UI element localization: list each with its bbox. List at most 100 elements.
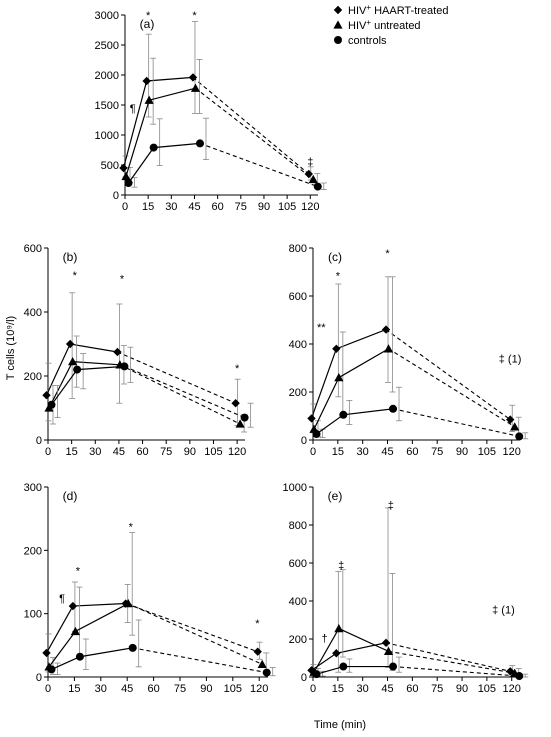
data-point xyxy=(383,344,394,353)
series-line-solid xyxy=(310,329,387,419)
x-tick-label: 15 xyxy=(332,683,344,695)
series-line-dashed xyxy=(125,603,258,653)
annotation: ‡ xyxy=(388,500,394,512)
series-line-dashed xyxy=(388,348,516,428)
data-point xyxy=(312,670,321,679)
x-tick-label: 60 xyxy=(212,201,224,213)
annotation: * xyxy=(385,248,390,260)
legend-label: HIV+ HAART-treated xyxy=(348,3,448,17)
data-point xyxy=(515,672,524,681)
data-point xyxy=(235,419,245,428)
annotation: * xyxy=(235,363,240,375)
data-point xyxy=(47,400,56,409)
annotation: * xyxy=(255,618,260,630)
x-tick-label: 45 xyxy=(381,683,393,695)
data-point xyxy=(506,667,515,676)
series-triangle xyxy=(121,57,321,185)
x-tick-label: 30 xyxy=(165,201,177,213)
x-tick-label: 45 xyxy=(121,683,133,695)
y-tick-label: 800 xyxy=(289,243,307,255)
x-tick-label: 0 xyxy=(122,201,128,213)
x-tick-label: 90 xyxy=(184,446,196,458)
annotation: * xyxy=(146,10,151,22)
data-point xyxy=(42,391,51,400)
series-line-solid xyxy=(51,647,133,670)
series-line-dashed xyxy=(385,329,511,421)
y-tick-label: 1000 xyxy=(283,482,307,494)
data-point xyxy=(75,652,84,661)
y-tick-label: 600 xyxy=(24,243,42,255)
y-tick-label: 600 xyxy=(289,558,307,570)
x-tick-label: 90 xyxy=(456,446,468,458)
data-point xyxy=(240,413,249,422)
x-tick-label: 15 xyxy=(332,446,344,458)
panel-e: 0 200 400 600 800 1000 0 15 30 45 60 75 90 105 120 (e) ‡… xyxy=(283,482,529,695)
y-tick-label: 0 xyxy=(301,435,307,447)
annotation: * xyxy=(192,10,197,22)
x-tick-label: 0 xyxy=(310,683,316,695)
data-point xyxy=(188,73,198,82)
data-point xyxy=(65,339,75,349)
data-point xyxy=(123,598,133,608)
series-circle xyxy=(312,656,529,681)
y-tick-label: 0 xyxy=(36,435,42,447)
x-tick-label: 90 xyxy=(258,201,270,213)
series-line-dashed xyxy=(392,666,520,677)
y-tick-label: 300 xyxy=(24,482,42,494)
data-point xyxy=(339,662,348,671)
panel-label-c: (c) xyxy=(328,250,342,264)
series-triangle xyxy=(309,569,522,677)
data-point xyxy=(70,626,80,636)
x-tick-label: 45 xyxy=(381,446,393,458)
series-line-solid xyxy=(125,87,196,177)
data-point xyxy=(510,422,520,431)
series-circle xyxy=(47,619,276,677)
annotation: ‡ xyxy=(307,156,313,168)
y-tick-label: 400 xyxy=(24,307,42,319)
series-line-dashed xyxy=(195,87,314,180)
data-point xyxy=(73,365,82,374)
data-point xyxy=(262,668,271,677)
x-axis-title: Time (min) xyxy=(314,719,366,731)
x-tick-label: 75 xyxy=(235,201,247,213)
data-point xyxy=(128,643,137,652)
x-tick-label: 30 xyxy=(95,683,107,695)
y-tick-label: 200 xyxy=(289,387,307,399)
x-tick-label: 15 xyxy=(142,201,154,213)
panel-label-d: (d) xyxy=(63,489,78,503)
series-line-dashed xyxy=(127,603,263,665)
data-point xyxy=(68,357,78,366)
panel-label-e: (e) xyxy=(328,489,343,503)
series-circle xyxy=(124,117,327,191)
x-tick-label: 120 xyxy=(228,446,246,458)
y-tick-label: 400 xyxy=(289,596,307,608)
data-point xyxy=(304,169,313,179)
x-tick-label: 30 xyxy=(89,446,101,458)
panel-b: 0 200 400 600 0 15 30 45 60 75 90 105 120 (b) * * * xyxy=(24,243,254,458)
data-point xyxy=(253,647,262,656)
x-tick-label: 60 xyxy=(147,683,159,695)
annotation: ¶ xyxy=(130,103,136,115)
series-triangle xyxy=(44,335,248,433)
x-tick-label: 0 xyxy=(45,683,51,695)
x-tick-label: 75 xyxy=(160,446,172,458)
series-line-solid xyxy=(313,348,389,430)
legend-item-triangle: HIV+ untreated xyxy=(333,18,421,32)
data-point xyxy=(515,432,524,441)
data-point xyxy=(120,362,129,371)
x-tick-label: 0 xyxy=(45,446,51,458)
data-point xyxy=(124,179,133,187)
data-point xyxy=(119,163,128,173)
x-tick-label: 30 xyxy=(357,446,369,458)
y-tick-label: 600 xyxy=(289,291,307,303)
series-line-dashed xyxy=(392,408,520,437)
legend-label: HIV+ untreated xyxy=(348,18,421,32)
series-line-dashed xyxy=(119,364,241,425)
y-tick-label: 1500 xyxy=(95,100,119,112)
x-tick-label: 90 xyxy=(456,683,468,695)
x-tick-label: 60 xyxy=(136,446,148,458)
data-point xyxy=(307,414,316,423)
annotation: ‡ xyxy=(338,560,344,572)
